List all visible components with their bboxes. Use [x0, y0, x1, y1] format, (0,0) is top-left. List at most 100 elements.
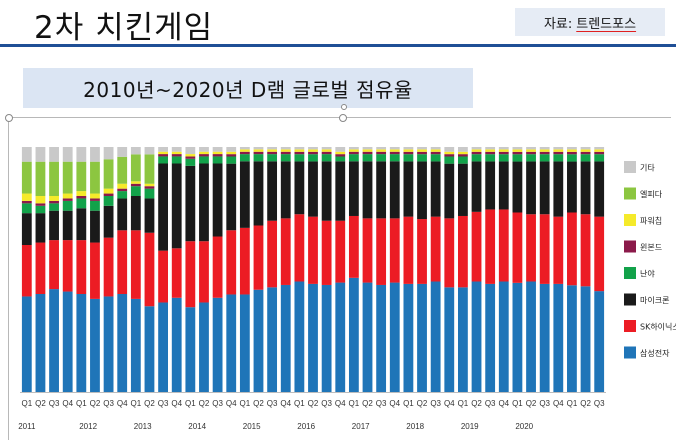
bar-segment-3-q13 — [185, 165, 196, 242]
bar-segment-1-q32 — [444, 287, 455, 392]
legend-label: 엘피다 — [640, 189, 663, 199]
bar-segment-1-q14 — [199, 302, 209, 392]
bar-segment-4-q24 — [335, 156, 346, 162]
bar-segment-8-q29 — [403, 147, 414, 150]
bar-segment-8-q5 — [76, 147, 87, 162]
bar-segment-1-q3 — [49, 289, 59, 392]
bar-segment-1-q9 — [130, 298, 141, 392]
bar-segment-1-q27 — [376, 284, 387, 392]
bar-segment-2-q26 — [362, 218, 373, 283]
bar-segment-8-q31 — [430, 147, 441, 150]
bar-segment-6-q32 — [444, 151, 455, 155]
bar-segment-6-q25 — [348, 149, 359, 152]
rotate-handle[interactable] — [341, 104, 347, 110]
x-year-label: 2015 — [243, 422, 261, 431]
bar-segment-6-q21 — [294, 149, 305, 152]
bar-segment-3-q24 — [335, 161, 346, 221]
bar-segment-7-q3 — [49, 161, 59, 196]
bar-segment-3-q31 — [430, 161, 441, 217]
bar-segment-7-q8 — [117, 156, 128, 184]
bar-segment-2-q18 — [253, 225, 264, 290]
x-tick-label: Q2 — [362, 399, 373, 408]
x-year-label: 2019 — [461, 422, 479, 431]
bar-segment-5-q17 — [239, 151, 250, 155]
bar-segment-5-q35 — [485, 151, 496, 155]
bar-segment-5-q32 — [444, 154, 455, 157]
resize-handle-top-center[interactable] — [339, 114, 347, 122]
bar-segment-6-q22 — [308, 149, 318, 152]
bar-segment-3-q14 — [199, 163, 209, 242]
bar-segment-4-q32 — [444, 156, 455, 164]
bar-segment-1-q10 — [144, 306, 155, 392]
x-year-label: 2014 — [188, 422, 206, 431]
bar-segment-2-q8 — [117, 230, 128, 294]
bar-segment-5-q6 — [90, 198, 100, 201]
bar-segment-3-q23 — [321, 161, 332, 221]
bar-segment-2-q27 — [376, 218, 387, 285]
resize-handle-top-left[interactable] — [5, 114, 13, 122]
bar-segment-5-q23 — [321, 151, 332, 155]
x-tick-label: Q2 — [144, 399, 155, 408]
bar-segment-4-q41 — [567, 154, 577, 162]
bar-segment-8-q19 — [267, 147, 278, 150]
x-tick-label: Q1 — [458, 399, 469, 408]
chart-frame[interactable] — [5, 104, 671, 440]
bar-segment-7-q6 — [90, 161, 100, 194]
bar-segment-3-q17 — [239, 161, 250, 228]
bar-segment-1-q39 — [539, 283, 550, 392]
bar-segment-4-q22 — [308, 154, 318, 162]
bar-segment-6-q16 — [226, 151, 237, 155]
bar-segment-2-q21 — [294, 214, 305, 282]
bar-segment-4-q6 — [90, 200, 100, 211]
bar-segment-7-q10 — [144, 154, 155, 184]
bar-segment-5-q19 — [267, 151, 278, 155]
bar-segment-2-q11 — [158, 250, 168, 303]
bar-segment-2-q7 — [103, 237, 114, 297]
bar-segment-2-q36 — [498, 209, 509, 282]
x-tick-label: Q2 — [580, 399, 591, 408]
bar-segment-3-q38 — [526, 161, 536, 215]
bar-segment-6-q3 — [49, 196, 59, 201]
bar-segment-5-q21 — [294, 151, 305, 155]
bar-segment-8-q36 — [498, 147, 509, 150]
bar-segment-5-q2 — [35, 203, 46, 206]
x-year-label: 2012 — [79, 422, 97, 431]
bar-segment-7-q1 — [21, 161, 32, 194]
bar-segment-2-q38 — [526, 214, 536, 282]
bar-segment-3-q10 — [144, 198, 155, 233]
bar-segment-4-q23 — [321, 154, 332, 162]
bar-segment-6-q23 — [321, 149, 332, 152]
x-tick-label: Q2 — [417, 399, 428, 408]
bar-segment-8-q23 — [321, 147, 332, 150]
bar-segment-3-q33 — [458, 163, 468, 216]
bar-segment-6-q43 — [594, 149, 605, 152]
bar-segment-5-q38 — [526, 151, 536, 155]
x-tick-label: Q4 — [335, 399, 346, 408]
bar-segment-4-q35 — [485, 154, 496, 162]
bar-segment-2-q30 — [417, 219, 427, 284]
bar-segment-6-q36 — [498, 149, 509, 152]
x-tick-label: Q3 — [267, 399, 278, 408]
bar-segment-8-q30 — [417, 147, 427, 150]
bar-segment-1-q15 — [212, 297, 223, 392]
legend-label: 삼성전자 — [640, 348, 670, 358]
bar-segment-6-q28 — [389, 149, 400, 152]
x-tick-label: Q2 — [35, 399, 46, 408]
bar-segment-5-q15 — [212, 154, 223, 157]
bar-segment-3-q7 — [103, 205, 114, 238]
x-year-label: 2018 — [406, 422, 424, 431]
bar-segment-5-q42 — [580, 151, 591, 155]
bar-segment-5-q25 — [348, 151, 359, 155]
bar-segment-2-q25 — [348, 215, 359, 278]
bar-segment-6-q26 — [362, 149, 373, 152]
bar-segment-8-q37 — [512, 147, 523, 150]
x-tick-label: Q4 — [498, 399, 509, 408]
bar-segment-6-q19 — [267, 149, 278, 152]
bar-segment-2-q15 — [212, 236, 223, 298]
bar-segment-3-q3 — [49, 210, 59, 241]
bar-segment-3-q34 — [471, 161, 482, 212]
bar-segment-3-q22 — [308, 161, 318, 217]
bar-segment-4-q17 — [239, 154, 250, 162]
bar-segment-8-q35 — [485, 147, 496, 150]
